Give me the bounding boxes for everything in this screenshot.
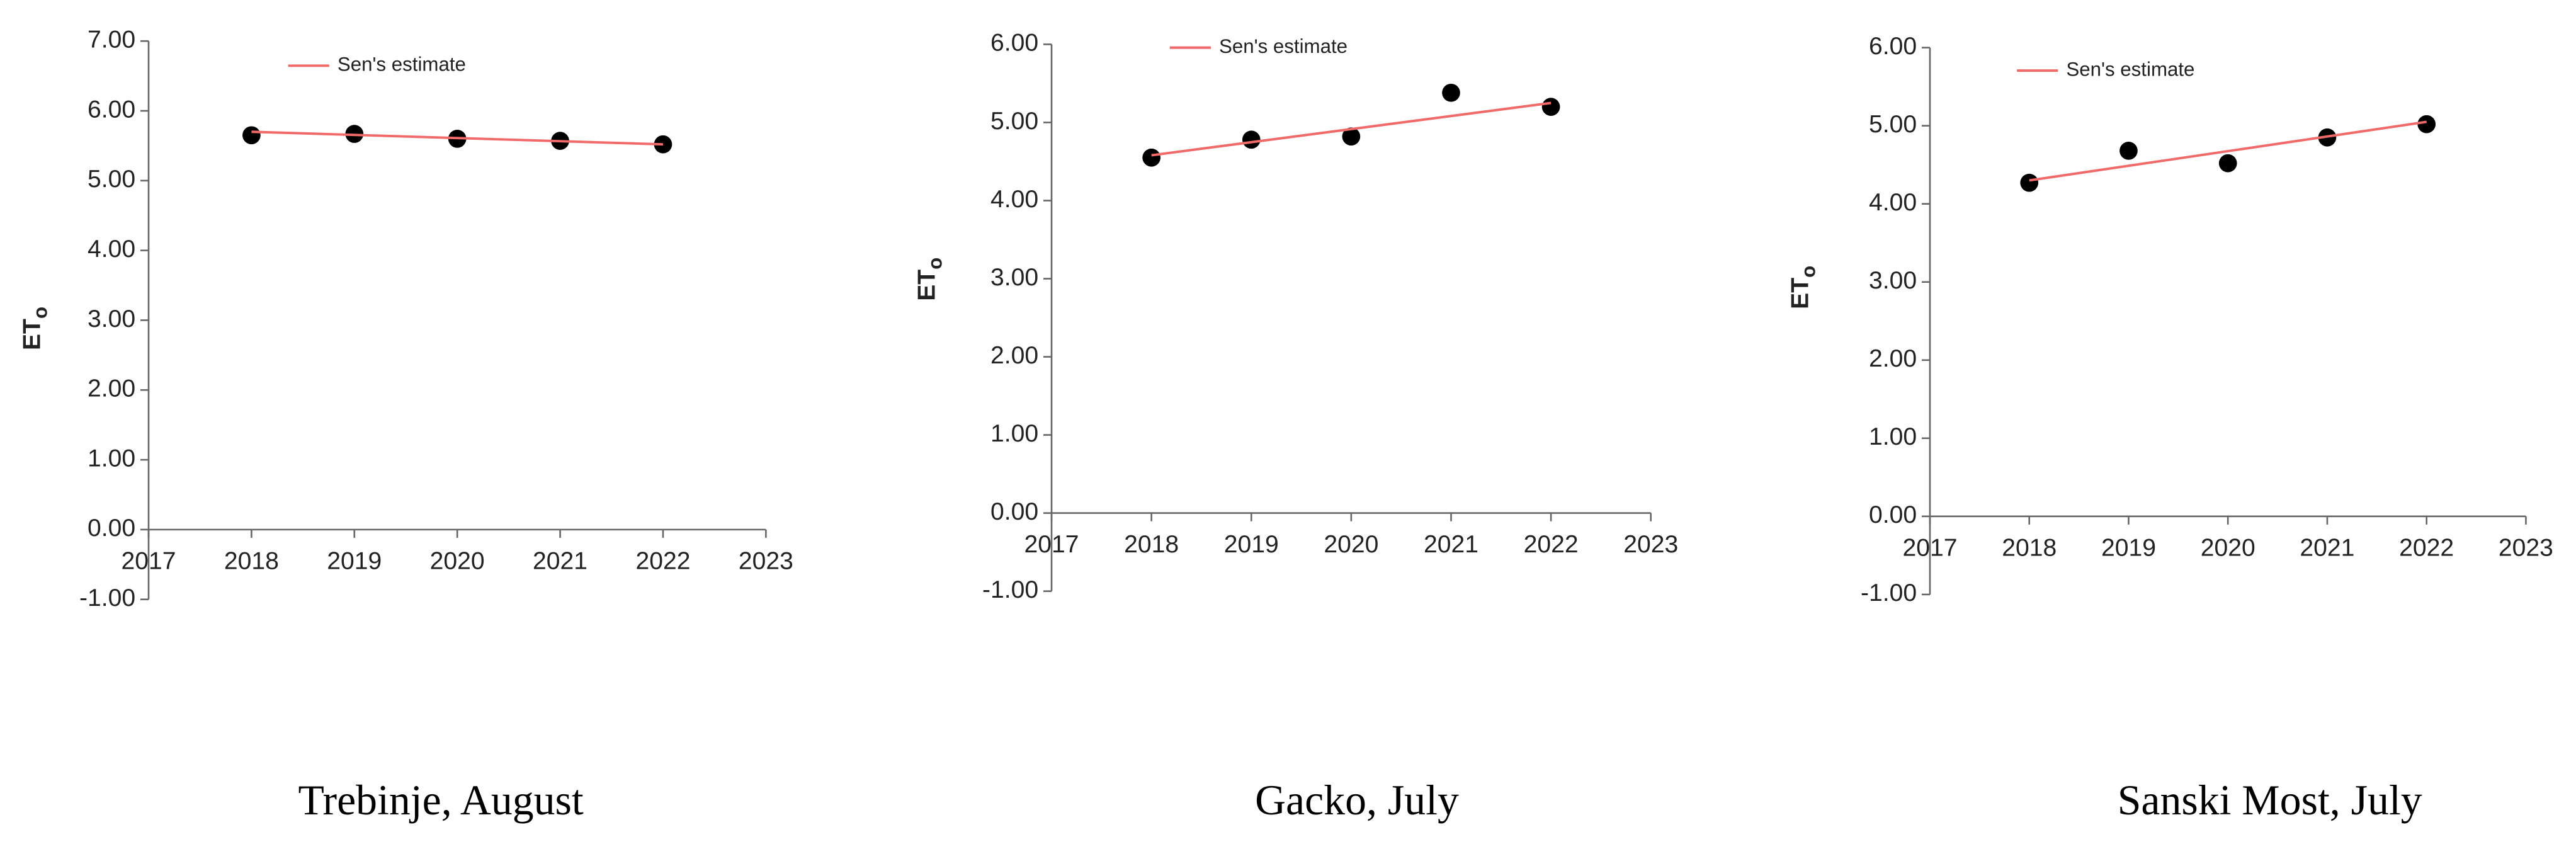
y-axis-label-main: ET — [914, 270, 941, 301]
data-point — [1342, 127, 1361, 146]
data-point — [2020, 173, 2039, 192]
trend-line — [1151, 101, 1552, 157]
y-tick-label: 7.00 — [88, 26, 135, 54]
y-axis-label-sub: o — [30, 307, 52, 319]
x-tick-label: 2023 — [2499, 534, 2553, 561]
legend-label: Sen's estimate — [2066, 58, 2194, 80]
caption: Gacko, July — [1255, 777, 1459, 824]
y-tick-label: 0.00 — [990, 498, 1038, 525]
x-tick-label: 2023 — [1623, 531, 1678, 558]
y-tick-label: 4.00 — [88, 236, 135, 263]
x-tick-label: 2021 — [1424, 531, 1478, 558]
y-tick-label: 5.00 — [88, 166, 135, 193]
y-tick-label: -1.00 — [79, 584, 135, 612]
y-tick-label: 3.00 — [1869, 267, 1917, 294]
x-tick-label: 2018 — [2002, 534, 2057, 561]
y-axis-label-sub: o — [924, 258, 946, 270]
y-tick-label: 1.00 — [1869, 423, 1917, 450]
y-axis-label: ETo — [914, 258, 946, 301]
x-tick-label: 2022 — [2399, 534, 2454, 561]
chart: -1.00 0.00 1.00 2.00 3.00 4.00 5.00 6.00 7.00 201… — [19, 26, 793, 824]
x-tick-label: 2020 — [430, 547, 485, 574]
x-tick-label: 2019 — [1224, 531, 1279, 558]
y-tick-label: 1.00 — [990, 420, 1038, 447]
y-axis-label-sub: o — [1798, 266, 1820, 278]
y-tick-label: 5.00 — [1869, 111, 1917, 138]
data-point — [1442, 83, 1460, 102]
y-tick-label: 3.00 — [88, 305, 135, 333]
legend-label: Sen's estimate — [1219, 35, 1348, 57]
x-tick-label: 2018 — [1124, 531, 1179, 558]
x-tick-label: 2021 — [533, 547, 587, 574]
y-tick-label: 6.00 — [990, 30, 1038, 57]
y-tick-label: 2.00 — [88, 375, 135, 402]
y-tick-label: 0.00 — [88, 515, 135, 542]
y-axis-label-main: ET — [1787, 278, 1814, 309]
y-tick-label: 3.00 — [990, 264, 1038, 291]
y-tick-label: 6.00 — [1869, 33, 1917, 60]
caption: Sanski Most, July — [2118, 777, 2422, 824]
data-point — [2119, 141, 2138, 160]
data-point — [1242, 130, 1261, 149]
x-tick-label: 2017 — [121, 547, 176, 574]
x-tick-label: 2022 — [1524, 531, 1579, 558]
data-point — [1541, 98, 1560, 116]
x-tick-label: 2023 — [739, 547, 793, 574]
chart: -1.00 0.00 1.00 2.00 3.00 4.00 5.00 6.00 2017 201… — [914, 30, 1678, 824]
x-tick-label: 2020 — [1324, 531, 1378, 558]
trend-line — [251, 130, 664, 146]
y-tick-label: 6.00 — [88, 96, 135, 123]
x-tick-label: 2019 — [327, 547, 382, 574]
y-tick-label: 4.00 — [1869, 189, 1917, 216]
y-tick-label: 0.00 — [1869, 501, 1917, 528]
data-point — [2218, 154, 2237, 173]
y-axis-label-main: ET — [19, 319, 46, 350]
y-tick-label: 5.00 — [990, 108, 1038, 135]
y-tick-label: 2.00 — [990, 342, 1038, 369]
y-axis-label: ETo — [1787, 266, 1820, 309]
y-axis-label: ETo — [19, 307, 52, 350]
data-point — [2417, 115, 2436, 134]
x-tick-label: 2022 — [635, 547, 690, 574]
caption: Trebinje, August — [298, 777, 584, 824]
x-tick-label: 2018 — [224, 547, 279, 574]
x-tick-label: 2020 — [2201, 534, 2255, 561]
x-tick-label: 2019 — [2101, 534, 2156, 561]
chart: -1.00 0.00 1.00 2.00 3.00 4.00 5.00 6.00 2017 201… — [1787, 33, 2553, 824]
data-point — [1142, 148, 1160, 167]
data-point — [242, 126, 261, 145]
legend-label: Sen's estimate — [338, 54, 466, 76]
y-tick-label: 4.00 — [990, 186, 1038, 213]
trend-line — [2029, 120, 2427, 182]
x-tick-label: 2017 — [1024, 531, 1079, 558]
y-tick-label: 2.00 — [1869, 345, 1917, 372]
x-tick-label: 2021 — [2300, 534, 2354, 561]
y-tick-label: 1.00 — [88, 445, 135, 472]
y-tick-label: -1.00 — [1861, 579, 1917, 607]
x-tick-label: 2017 — [1902, 534, 1957, 561]
y-tick-label: -1.00 — [982, 576, 1038, 603]
